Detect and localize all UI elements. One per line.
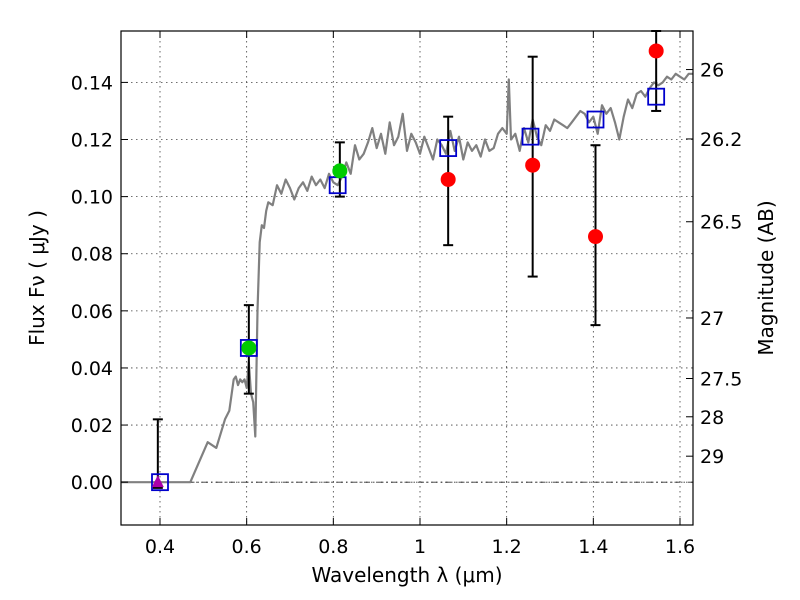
y-tick-label: 0.08	[71, 244, 113, 266]
y2-tick-label: 29	[700, 446, 724, 468]
plot-frame	[120, 30, 694, 526]
model-photometry-square	[586, 110, 605, 129]
y-tick-label: 0.12	[71, 130, 113, 152]
model-photometry-square	[647, 87, 666, 106]
x-tick-label: 0.4	[145, 536, 175, 558]
x-tick-label: 1.6	[665, 536, 695, 558]
observed-flux-point	[588, 229, 603, 245]
y-tick-label: 0.04	[71, 358, 113, 380]
observed-flux-point	[648, 43, 664, 59]
tick-labels-layer: 0.4 0.6 0.8 1 1.2 1.4 1.6 0.00 0.02 0.04 0.06 0.08 0…	[71, 60, 743, 558]
upper-limit-triangle	[151, 475, 164, 488]
observed-flux-point	[525, 157, 541, 173]
y-tick-label: 0.00	[71, 472, 113, 494]
y2-tick-label: 26	[700, 60, 724, 82]
model-spectrum-layer	[121, 72, 693, 484]
error-bars-layer	[152, 30, 662, 489]
y-tick-label: 0.02	[71, 415, 113, 437]
x-axis-label: Wavelength λ (μm)	[311, 563, 502, 587]
model-photometry-square	[439, 139, 458, 157]
markers-layer	[151, 43, 666, 492]
y-tick-label: 0.06	[71, 301, 113, 323]
y2-tick-label: 27.5	[700, 369, 742, 391]
x-tick-label: 0.8	[318, 536, 348, 558]
ticks-layer	[121, 31, 693, 525]
y2-tick-label: 28	[700, 407, 724, 429]
model-photometry-square	[239, 339, 258, 357]
observed-flux-point	[332, 163, 348, 179]
y-tick-label: 0.14	[71, 72, 113, 94]
grid-lines	[121, 31, 693, 525]
observed-flux-point	[440, 171, 456, 187]
x-tick-label: 1.4	[578, 536, 608, 558]
x-tick-label: 0.6	[232, 536, 262, 558]
y-axis-label: Flux Fν ( μJy )	[25, 210, 49, 346]
x-tick-label: 1.2	[492, 536, 522, 558]
model-photometry-square	[151, 473, 169, 492]
model-photometry-square	[521, 127, 540, 146]
x-tick-label: 1	[414, 536, 426, 558]
model-spectrum-line	[121, 72, 693, 484]
y2-axis-label: Magnitude (AB)	[754, 200, 778, 355]
y2-tick-label: 27	[700, 308, 724, 330]
y2-tick-label: 26.5	[700, 212, 742, 234]
y-tick-label: 0.10	[71, 187, 113, 209]
y2-tick-label: 26.2	[700, 129, 742, 151]
observed-flux-point	[241, 340, 257, 356]
